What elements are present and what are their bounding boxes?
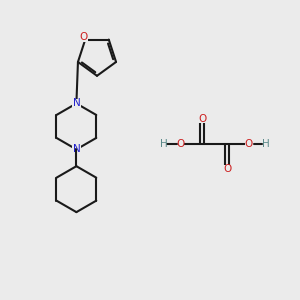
Text: N: N: [73, 98, 80, 109]
Text: O: O: [176, 139, 185, 149]
Bar: [245, 141, 253, 147]
Text: O: O: [198, 114, 206, 124]
Bar: [80, 34, 88, 42]
Bar: [72, 145, 80, 154]
Bar: [177, 141, 184, 147]
Text: O: O: [245, 139, 253, 149]
Text: H: H: [262, 139, 270, 149]
Bar: [224, 165, 231, 172]
Bar: [199, 117, 206, 123]
Text: O: O: [223, 164, 231, 174]
Text: O: O: [80, 32, 88, 42]
Text: N: N: [73, 144, 80, 154]
Text: H: H: [160, 139, 167, 149]
Bar: [72, 99, 80, 108]
